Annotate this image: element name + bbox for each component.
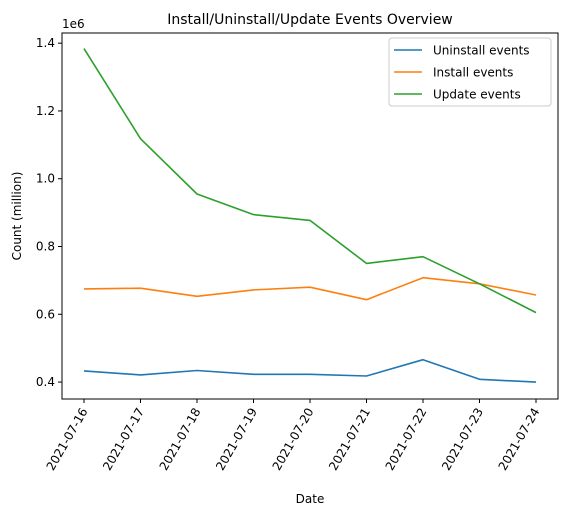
- legend-label: Install events: [433, 66, 513, 80]
- series-line-update-events: [83, 48, 537, 314]
- series-lines: [83, 48, 537, 383]
- chart-title: Install/Uninstall/Update Events Overview: [167, 12, 453, 28]
- y-tick-label: 0.4: [36, 375, 55, 389]
- x-axis-label: Date: [296, 492, 325, 506]
- y-tick-label: 0.8: [36, 240, 55, 254]
- y-offset-label: 1e6: [62, 17, 85, 31]
- y-tick-label: 1.4: [36, 36, 55, 50]
- legend-box: [388, 37, 552, 107]
- series-line-install-events: [83, 276, 537, 301]
- legend-label: Uninstall events: [433, 44, 530, 58]
- legend-label: Update events: [433, 88, 521, 102]
- y-tick-label: 1.0: [36, 172, 55, 186]
- y-tick-label: 0.6: [36, 307, 55, 321]
- y-axis: 0.4 0.6 0.8 1.0 1.2 1.4: [36, 36, 62, 389]
- legend: Uninstall events Install events Update eve…: [388, 37, 552, 107]
- y-axis-label: Count (million): [10, 172, 24, 261]
- y-tick-label: 1.2: [36, 104, 55, 118]
- series-line-uninstall-events: [83, 358, 537, 383]
